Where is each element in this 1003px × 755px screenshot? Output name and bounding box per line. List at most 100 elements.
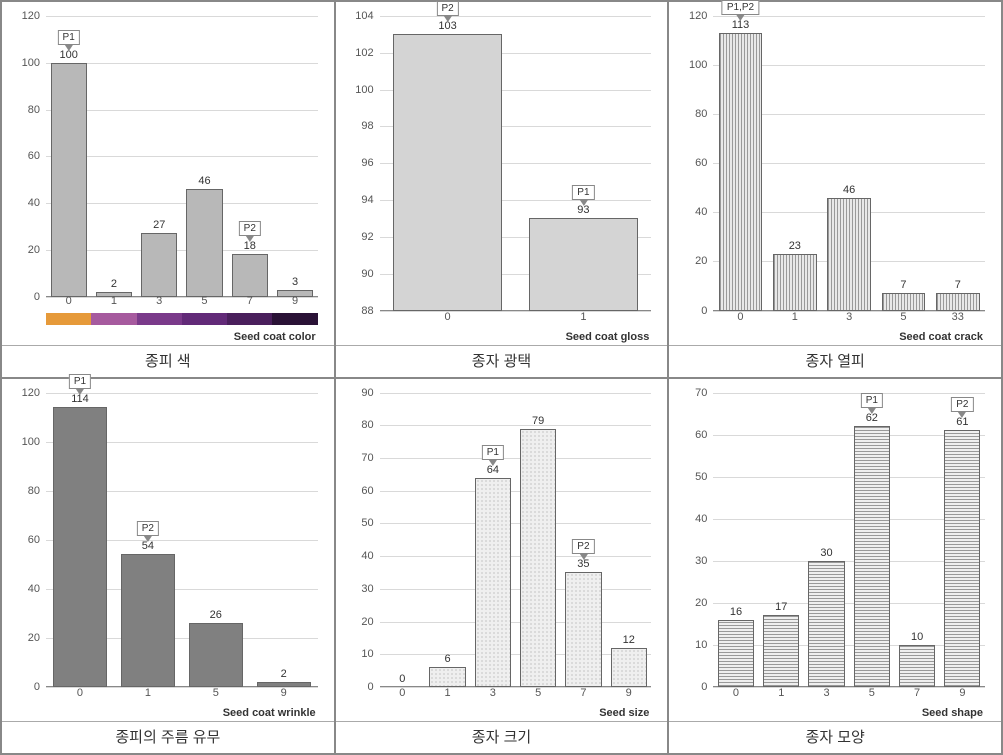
x-tick: 0 [380,687,425,703]
bar [827,198,870,311]
color-segment [227,313,272,325]
bar-value-label: 79 [532,415,544,427]
chart-caption: 종피의 주름 유무 [2,721,334,753]
x-tick: 7 [894,687,939,703]
bar-wrap: P1114 [46,393,114,688]
y-tick: 60 [28,534,40,546]
y-tick: 0 [701,305,707,317]
parent-marker: P2 [572,539,594,554]
bar-wrap: P1100 [46,16,91,297]
parent-marker: P2 [436,1,458,16]
x-ticks: 013533 [713,311,985,327]
plot-area: P1,P2113234677 [713,16,985,311]
y-tick: 92 [361,231,373,243]
x-tick: 0 [713,311,767,327]
x-ticks: 0159 [46,687,318,703]
y-tick: 80 [695,108,707,120]
y-tick: 120 [22,10,40,22]
y-tick: 30 [695,555,707,567]
y-tick: 96 [361,157,373,169]
bar-value-label: 30 [820,547,832,559]
y-tick: 10 [361,648,373,660]
y-tick: 94 [361,194,373,206]
bar-wrap: 10 [894,393,939,688]
chart-area: 020406080100120P1,P2113234677013533Seed … [677,10,993,345]
y-axis: 020406080100120 [10,393,44,688]
y-tick: 90 [361,387,373,399]
bar-wrap: 79 [516,393,561,688]
bar-value-label: 7 [900,279,906,291]
y-tick: 60 [695,429,707,441]
bar-wrap: 6 [425,393,470,688]
chart-cell-seed-size: 010203040506070809006P16479P23512013579S… [335,378,669,755]
bar [51,63,87,297]
chart-cell-seed-shape: 010203040506070161730P16210P261013579See… [668,378,1002,755]
bar [53,407,107,687]
bar [882,293,925,310]
bar-value-label: 27 [153,219,165,231]
y-tick: 20 [695,597,707,609]
bar-wrap: 16 [713,393,758,688]
y-tick: 80 [28,485,40,497]
bar [944,430,980,687]
bar-value-label: 23 [789,240,801,252]
bar [936,293,979,310]
bar [189,623,243,687]
bars-container: 161730P16210P261 [713,393,985,688]
bar-wrap: 30 [804,393,849,688]
bar-wrap: P193 [516,16,652,311]
bar-wrap: 2 [250,393,318,688]
bar [393,34,502,310]
bar [899,645,935,687]
x-tick: 3 [822,311,876,327]
bar-wrap: 26 [182,393,250,688]
bar-value-label: 0 [399,673,405,685]
bars-container: P110022746P2183 [46,16,318,297]
y-axis: 010203040506070 [677,393,711,688]
color-segment [46,313,91,325]
x-tick: 7 [561,687,606,703]
parent-marker: P2 [137,521,159,536]
chart-area: 020406080100120P1114P2542620159Seed coat… [10,387,326,722]
x-tick: 3 [804,687,849,703]
chart-caption: 종자 열피 [669,345,1001,377]
bar-wrap: 23 [768,16,822,311]
y-tick: 102 [355,47,373,59]
y-tick: 88 [361,305,373,317]
bar [763,615,799,687]
y-tick: 0 [701,681,707,693]
bar-value-label: 2 [281,668,287,680]
chart-cell-seed-coat-gloss: 889092949698100102104P2103P19301Seed coa… [335,1,669,378]
plot-area: P2103P193 [380,16,652,311]
color-scale-bar [46,313,318,325]
bar-wrap: 17 [759,393,804,688]
bar-wrap: P162 [849,393,894,688]
x-ticks: 01 [380,311,652,327]
parent-marker: P1 [58,30,80,45]
bar-wrap: 7 [931,16,985,311]
x-tick: 5 [182,295,227,311]
chart-area: 010203040506070161730P16210P261013579See… [677,387,993,722]
bar-wrap: 3 [272,16,317,297]
x-tick: 7 [227,295,272,311]
x-axis-label: Seed size [599,707,649,719]
x-axis-label: Seed shape [922,707,983,719]
plot-area: P1114P25426 2 [46,393,318,688]
bar-value-label: 6 [445,653,451,665]
y-axis: 020406080100120 [10,16,44,297]
y-tick: 100 [22,57,40,69]
bar-value-label: 46 [198,175,210,187]
chart-caption: 종피 색 [2,345,334,377]
y-axis: 0102030405060708090 [344,393,378,688]
y-tick: 80 [28,104,40,116]
y-axis: 889092949698100102104 [344,16,378,311]
bar-wrap: P254 [114,393,182,688]
x-tick: 5 [516,687,561,703]
x-ticks: 013579 [46,295,318,311]
x-axis-label: Seed coat gloss [566,331,650,343]
bar [520,429,556,688]
bar [141,233,177,296]
y-tick: 100 [355,84,373,96]
x-tick: 1 [516,311,652,327]
bar-value-label: 3 [292,276,298,288]
